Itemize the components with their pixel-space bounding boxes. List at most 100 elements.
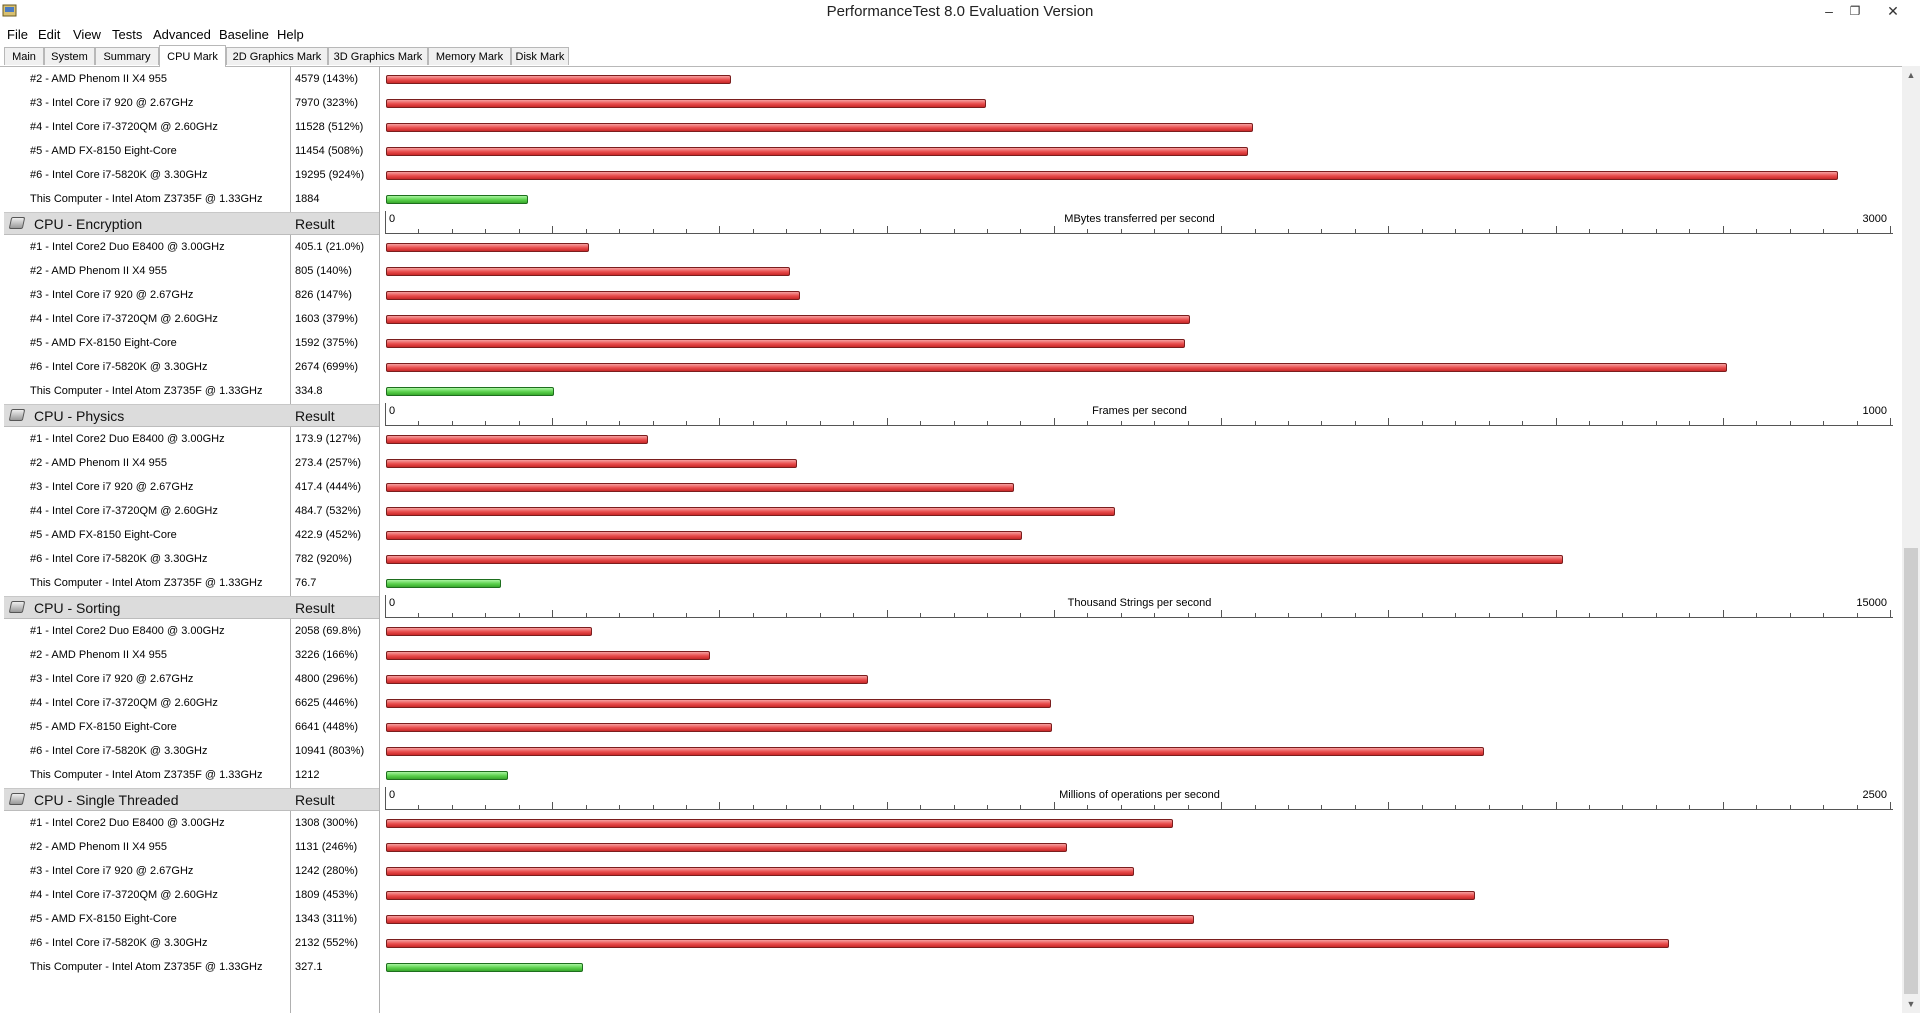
axis-tick [1188, 613, 1189, 617]
axis-tick [1054, 226, 1055, 233]
axis-tick [1154, 613, 1155, 617]
comparison-bar [386, 939, 1669, 948]
result-value: 2058 (69.8%) [295, 625, 362, 637]
axis-tick [1087, 229, 1088, 233]
tab-2d-graphics-mark[interactable]: 2D Graphics Mark [226, 47, 328, 65]
cpu-name: #2 - AMD Phenom II X4 955 [30, 841, 167, 853]
axis-tick [653, 229, 654, 233]
axis-tick [786, 613, 787, 617]
axis-tick [719, 610, 720, 617]
menu-view[interactable]: View [73, 27, 101, 42]
axis-tick [1355, 805, 1356, 809]
axis-tick [786, 805, 787, 809]
axis-tick [1756, 613, 1757, 617]
cpu-name: #2 - AMD Phenom II X4 955 [30, 457, 167, 469]
comparison-bar [386, 435, 648, 444]
section-result-label: Result [295, 216, 335, 232]
section-header: CPU - Physics Result [4, 404, 379, 427]
tab-cpu-mark[interactable]: CPU Mark [159, 45, 226, 67]
axis-tick [1823, 229, 1824, 233]
axis-tick [887, 610, 888, 617]
axis-max-label: 15000 [1856, 597, 1887, 609]
axis-tick [1188, 229, 1189, 233]
axis-tick [1054, 802, 1055, 809]
axis-tick [519, 805, 520, 809]
tab-disk-mark[interactable]: Disk Mark [511, 47, 569, 65]
axis-tick [987, 805, 988, 809]
axis-tick [619, 613, 620, 617]
axis-min-label: 0 [389, 213, 396, 225]
tab-memory-mark[interactable]: Memory Mark [428, 47, 511, 65]
result-value: 11528 (512%) [295, 121, 364, 133]
minimize-button[interactable]: – [1825, 3, 1833, 19]
restore-button[interactable]: ❐ [1849, 4, 1861, 18]
section-title: CPU - Single Threaded [34, 792, 179, 808]
axis-tick [853, 613, 854, 617]
comparison-bar [386, 459, 797, 468]
menu-advanced[interactable]: Advanced [153, 27, 211, 42]
axis-tick [853, 421, 854, 425]
axis-tick [1622, 613, 1623, 617]
axis-tick [686, 805, 687, 809]
axis-max-label: 3000 [1862, 213, 1887, 225]
axis-tick [1756, 805, 1757, 809]
menu-help[interactable]: Help [277, 27, 304, 42]
axis-tick [887, 418, 888, 425]
scroll-thumb[interactable] [1904, 548, 1918, 994]
axis-tick [820, 805, 821, 809]
axis-tick [1020, 421, 1021, 425]
menu-tests[interactable]: Tests [112, 27, 143, 42]
cpu-name: #1 - Intel Core2 Duo E8400 @ 3.00GHz [30, 625, 225, 637]
app-icon[interactable] [2, 2, 18, 18]
axis-tick [619, 805, 620, 809]
axis-tick [653, 805, 654, 809]
menu-bar: File Edit View Tests Advanced Baseline H… [0, 24, 1920, 45]
this-computer-name: This Computer - Intel Atom Z3735F @ 1.33… [30, 385, 263, 397]
axis-tick [1689, 613, 1690, 617]
axis-tick [452, 421, 453, 425]
chip-icon [8, 601, 26, 613]
scroll-down-icon[interactable]: ▼ [1906, 999, 1916, 1009]
axis-tick [418, 229, 419, 233]
axis-tick [452, 613, 453, 617]
result-value: 1212 [295, 769, 320, 781]
result-value: 1242 (280%) [295, 865, 358, 877]
close-button[interactable]: ✕ [1887, 3, 1899, 19]
result-value: 805 (140%) [295, 265, 352, 277]
axis-tick [1689, 805, 1690, 809]
menu-baseline[interactable]: Baseline [219, 27, 269, 42]
this-computer-bar [386, 195, 528, 204]
axis-tick [1221, 610, 1222, 617]
tab-system[interactable]: System [44, 47, 95, 65]
axis-tick [753, 613, 754, 617]
axis-tick [1087, 613, 1088, 617]
axis-unit-label: Frames per second [1092, 405, 1187, 417]
axis-tick [552, 802, 553, 809]
scale-axis: 0 MBytes transferred per second 3000 [385, 211, 1893, 234]
axis-tick [653, 613, 654, 617]
result-value: 19295 (924%) [295, 169, 365, 181]
scroll-up-icon[interactable]: ▲ [1906, 70, 1916, 80]
axis-tick [1556, 418, 1557, 425]
comparison-bar [386, 843, 1067, 852]
axis-tick [1355, 421, 1356, 425]
axis-tick [1890, 226, 1891, 233]
this-computer-bar [386, 387, 554, 396]
tab-summary[interactable]: Summary [95, 47, 159, 65]
axis-tick [1154, 805, 1155, 809]
axis-tick [820, 229, 821, 233]
cpu-name: #4 - Intel Core i7-3720QM @ 2.60GHz [30, 889, 218, 901]
result-value: 7970 (323%) [295, 97, 358, 109]
vertical-scrollbar[interactable]: ▲ ▼ [1902, 66, 1920, 1013]
axis-tick [1422, 229, 1423, 233]
menu-file[interactable]: File [7, 27, 28, 42]
axis-tick [1455, 229, 1456, 233]
axis-tick [418, 805, 419, 809]
tab-3d-graphics-mark[interactable]: 3D Graphics Mark [328, 47, 428, 65]
tab-main[interactable]: Main [4, 47, 44, 65]
axis-tick [954, 421, 955, 425]
axis-tick [1288, 805, 1289, 809]
axis-tick [987, 613, 988, 617]
menu-edit[interactable]: Edit [38, 27, 61, 42]
axis-tick [1121, 613, 1122, 617]
